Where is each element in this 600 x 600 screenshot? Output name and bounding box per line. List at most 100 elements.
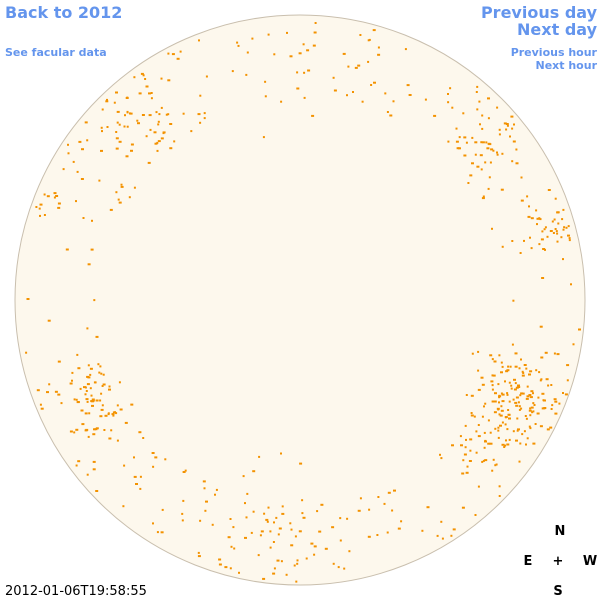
facula (115, 131, 118, 133)
facula (313, 31, 317, 34)
facula (492, 149, 495, 152)
facula (93, 428, 96, 431)
facula (47, 319, 51, 322)
facula (154, 456, 158, 459)
facula (160, 77, 163, 80)
facula (280, 560, 283, 563)
facula (278, 527, 282, 530)
next-hour-link[interactable]: Next hour (536, 59, 598, 72)
facula (290, 544, 294, 547)
facula (530, 390, 534, 393)
facula (452, 528, 456, 531)
facula (517, 384, 520, 387)
facula (158, 113, 161, 116)
facula (332, 562, 335, 565)
facula (504, 423, 507, 426)
facula (218, 558, 222, 561)
facula (459, 435, 462, 438)
facula (541, 277, 545, 279)
facula (464, 424, 467, 427)
previous-hour-link[interactable]: Previous hour (511, 46, 598, 59)
facula (497, 429, 500, 432)
facula (561, 218, 564, 221)
facula (38, 207, 41, 210)
facula (130, 149, 133, 152)
facula (91, 398, 95, 401)
facula (484, 402, 487, 405)
facula (81, 423, 85, 426)
facula (505, 439, 507, 442)
facula (510, 384, 513, 387)
facula (494, 464, 497, 467)
facula (530, 217, 534, 220)
facula (520, 358, 522, 361)
facular-data-link[interactable]: See facular data (5, 46, 107, 59)
facula (515, 439, 518, 442)
facula (118, 381, 121, 384)
facula (465, 141, 468, 144)
facula (487, 187, 490, 190)
facula (383, 502, 386, 505)
facula (272, 572, 276, 575)
facula (75, 200, 77, 203)
facula (514, 401, 518, 404)
facula (316, 510, 319, 513)
facula (477, 435, 481, 438)
facula (162, 132, 165, 135)
facula (543, 399, 546, 402)
facula (537, 396, 540, 399)
facula (440, 520, 443, 523)
facula (467, 182, 470, 184)
facula (69, 430, 73, 433)
facula (496, 407, 500, 410)
facula (318, 530, 322, 533)
facula (95, 490, 99, 492)
facula (475, 430, 478, 433)
facula (36, 389, 40, 392)
facula (421, 529, 424, 532)
facula (202, 480, 206, 483)
facula (153, 131, 157, 134)
facula (505, 123, 509, 125)
facula (377, 496, 380, 498)
facula (86, 473, 89, 476)
facula (95, 335, 99, 338)
facula (477, 388, 481, 391)
facula (532, 402, 535, 405)
facula (516, 429, 519, 432)
facula (67, 143, 69, 146)
facula (397, 527, 401, 530)
facula (508, 381, 511, 384)
facula (481, 415, 484, 418)
facula (88, 412, 91, 415)
next-day-link[interactable]: Next day (517, 20, 598, 39)
facula (492, 374, 496, 377)
previous-day-link[interactable]: Previous day (481, 3, 598, 22)
facula (53, 192, 57, 195)
facula (69, 382, 73, 385)
facula (295, 580, 298, 583)
facula (281, 505, 284, 508)
facula (511, 343, 514, 346)
facula (513, 123, 515, 126)
facula (384, 92, 387, 95)
facula (455, 127, 458, 130)
facula (496, 106, 499, 109)
facula (507, 409, 510, 411)
facula (487, 142, 491, 145)
facula (252, 510, 255, 513)
facula (477, 424, 480, 426)
facula (554, 412, 558, 415)
back-link[interactable]: Back to 2012 (5, 3, 122, 22)
facula (455, 140, 459, 143)
facula (199, 519, 202, 522)
facula (99, 399, 102, 402)
facula (495, 463, 498, 466)
facula (286, 31, 288, 34)
facula (498, 485, 501, 488)
facula (529, 236, 531, 239)
facula (523, 239, 525, 242)
facula (499, 414, 503, 417)
facula (501, 245, 504, 248)
facula (519, 252, 522, 254)
